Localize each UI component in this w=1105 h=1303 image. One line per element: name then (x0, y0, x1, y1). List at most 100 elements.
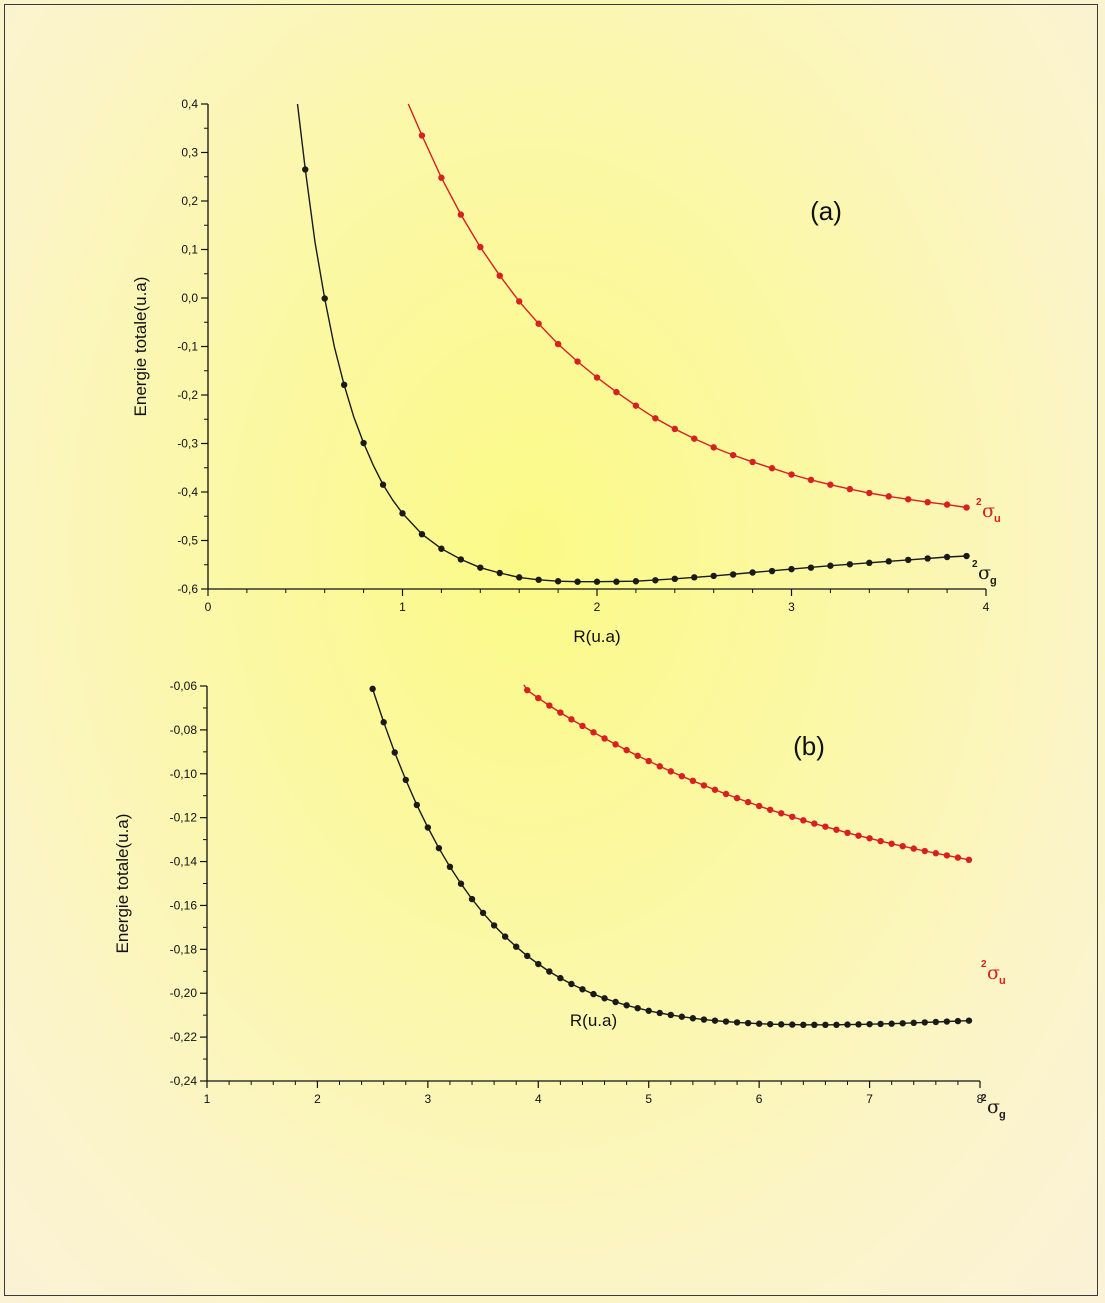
y-tick-label: -0,08 (170, 723, 198, 737)
data-point-u (419, 132, 425, 138)
data-point-u (701, 782, 707, 788)
y-tick-label: -0,22 (170, 1030, 198, 1044)
data-point-u (672, 426, 678, 432)
data-point-u (847, 486, 853, 492)
data-point-g (419, 531, 425, 537)
data-point-g (767, 1021, 773, 1027)
data-point-g (594, 579, 600, 585)
data-point-u (800, 817, 806, 823)
data-point-g (900, 1020, 906, 1026)
data-point-u (855, 832, 861, 838)
series-line-u (524, 685, 969, 860)
data-point-u (844, 830, 850, 836)
data-point-u (613, 389, 619, 395)
data-point-u (612, 741, 618, 747)
y-tick-label: -0,14 (170, 855, 198, 869)
data-point-u (911, 845, 917, 851)
data-point-g (657, 1010, 663, 1016)
y-tick-label: 0,2 (181, 194, 198, 208)
data-point-g (613, 579, 619, 585)
x-tick-label: 1 (399, 600, 406, 614)
data-point-g (447, 864, 453, 870)
data-point-g (877, 1021, 883, 1027)
y-tick-label: -0,24 (170, 1074, 198, 1088)
data-point-u (866, 490, 872, 496)
data-point-g (808, 564, 814, 570)
data-point-g (341, 382, 347, 388)
data-point-u (557, 709, 563, 715)
data-point-u (767, 807, 773, 813)
data-point-g (866, 1021, 872, 1027)
data-point-g (822, 1022, 828, 1028)
data-point-u (756, 803, 762, 809)
data-point-g (535, 577, 541, 583)
series-line-u (408, 104, 966, 508)
data-point-g (911, 1020, 917, 1026)
data-point-u (516, 298, 522, 304)
data-point-u (944, 501, 950, 507)
data-point-u (555, 341, 561, 347)
data-point-g (847, 561, 853, 567)
data-point-g (966, 1017, 972, 1023)
data-point-u (546, 702, 552, 708)
data-point-u (623, 747, 629, 753)
data-point-g (827, 563, 833, 569)
panel-label: (a) (810, 196, 842, 226)
x-tick-label: 6 (756, 1092, 763, 1106)
data-point-g (516, 574, 522, 580)
y-tick-label: 0,0 (181, 291, 198, 305)
data-point-u (497, 272, 503, 278)
data-point-u (905, 496, 911, 502)
data-point-g (425, 824, 431, 830)
data-point-u (866, 835, 872, 841)
data-point-g (933, 1019, 939, 1025)
y-tick-label: 0,3 (181, 146, 198, 160)
data-point-g (360, 440, 366, 446)
data-point-g (369, 686, 375, 692)
chart-panel-b: -0,24-0,22-0,20-0,18-0,16-0,14-0,12-0,10… (113, 679, 1006, 1121)
data-point-g (944, 554, 950, 560)
data-point-g (778, 1021, 784, 1027)
data-point-u (679, 773, 685, 779)
x-tick-label: 4 (983, 600, 990, 614)
data-point-g (679, 1014, 685, 1020)
data-point-g (546, 968, 552, 974)
y-tick-label: -0,18 (170, 942, 198, 956)
data-point-u (691, 435, 697, 441)
chart-panel-a: -0,6-0,5-0,4-0,3-0,2-0,10,00,10,20,30,40… (131, 97, 1001, 646)
data-point-g (458, 556, 464, 562)
series-label-sub: g (990, 575, 997, 587)
y-tick-label: -0,2 (177, 388, 198, 402)
y-tick-label: 0,4 (181, 97, 198, 111)
data-point-u (579, 723, 585, 729)
data-point-g (886, 558, 892, 564)
x-axis-title: R(u.a) (573, 627, 620, 646)
data-point-u (634, 753, 640, 759)
series-label-sub: u (994, 513, 1001, 525)
data-point-g (436, 845, 442, 851)
data-point-g (579, 986, 585, 992)
data-point-g (723, 1018, 729, 1024)
data-point-g (668, 1012, 674, 1018)
y-tick-label: -0,12 (170, 811, 198, 825)
data-point-u (657, 763, 663, 769)
data-point-u (769, 465, 775, 471)
data-point-g (469, 896, 475, 902)
data-point-u (633, 402, 639, 408)
data-point-g (652, 577, 658, 583)
data-point-u (535, 695, 541, 701)
data-point-g (438, 546, 444, 552)
x-tick-label: 5 (645, 1092, 652, 1106)
data-point-u (712, 787, 718, 793)
data-point-u (944, 852, 950, 858)
data-point-g (555, 578, 561, 584)
data-point-g (690, 1015, 696, 1021)
data-point-g (833, 1022, 839, 1028)
y-tick-label: -0,3 (177, 437, 198, 451)
data-point-u (734, 795, 740, 801)
x-tick-label: 7 (866, 1092, 873, 1106)
x-tick-label: 3 (425, 1092, 432, 1106)
data-point-u (590, 729, 596, 735)
data-point-g (458, 881, 464, 887)
data-point-g (302, 166, 308, 172)
